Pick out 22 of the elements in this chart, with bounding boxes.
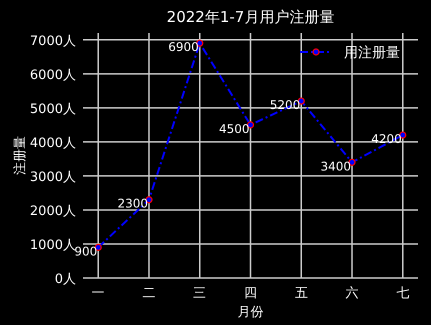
x-tick-label: 七 bbox=[396, 286, 410, 301]
x-tick-label: 六 bbox=[346, 286, 359, 301]
y-tick-label: 2000人 bbox=[30, 204, 76, 219]
x-tick-label: 五 bbox=[294, 286, 308, 301]
y-tick-label: 4000人 bbox=[30, 136, 76, 151]
data-label: 900 bbox=[74, 244, 98, 258]
x-axis-title: 月份 bbox=[238, 305, 264, 320]
data-label: 4500 bbox=[218, 122, 250, 136]
x-tick-label: 一 bbox=[92, 286, 105, 301]
data-label: 2300 bbox=[117, 196, 148, 211]
y-axis-title: 注册量 bbox=[13, 136, 28, 175]
data-label: 3400 bbox=[320, 159, 352, 174]
x-tick-label: 二 bbox=[142, 286, 156, 301]
chart-title: 2022年1-7月用户注册量 bbox=[166, 8, 334, 26]
y-tick-label: 3000人 bbox=[30, 170, 76, 185]
y-tick-label: 7000人 bbox=[30, 34, 76, 49]
y-tick-label: 5000人 bbox=[30, 102, 76, 117]
x-tick-label: 四 bbox=[244, 286, 257, 301]
y-tick-label: 6000人 bbox=[30, 68, 76, 83]
x-tick-label: 三 bbox=[193, 286, 206, 301]
y-tick-label: 0人 bbox=[54, 272, 76, 287]
y-tick-label: 1000人 bbox=[30, 238, 76, 253]
